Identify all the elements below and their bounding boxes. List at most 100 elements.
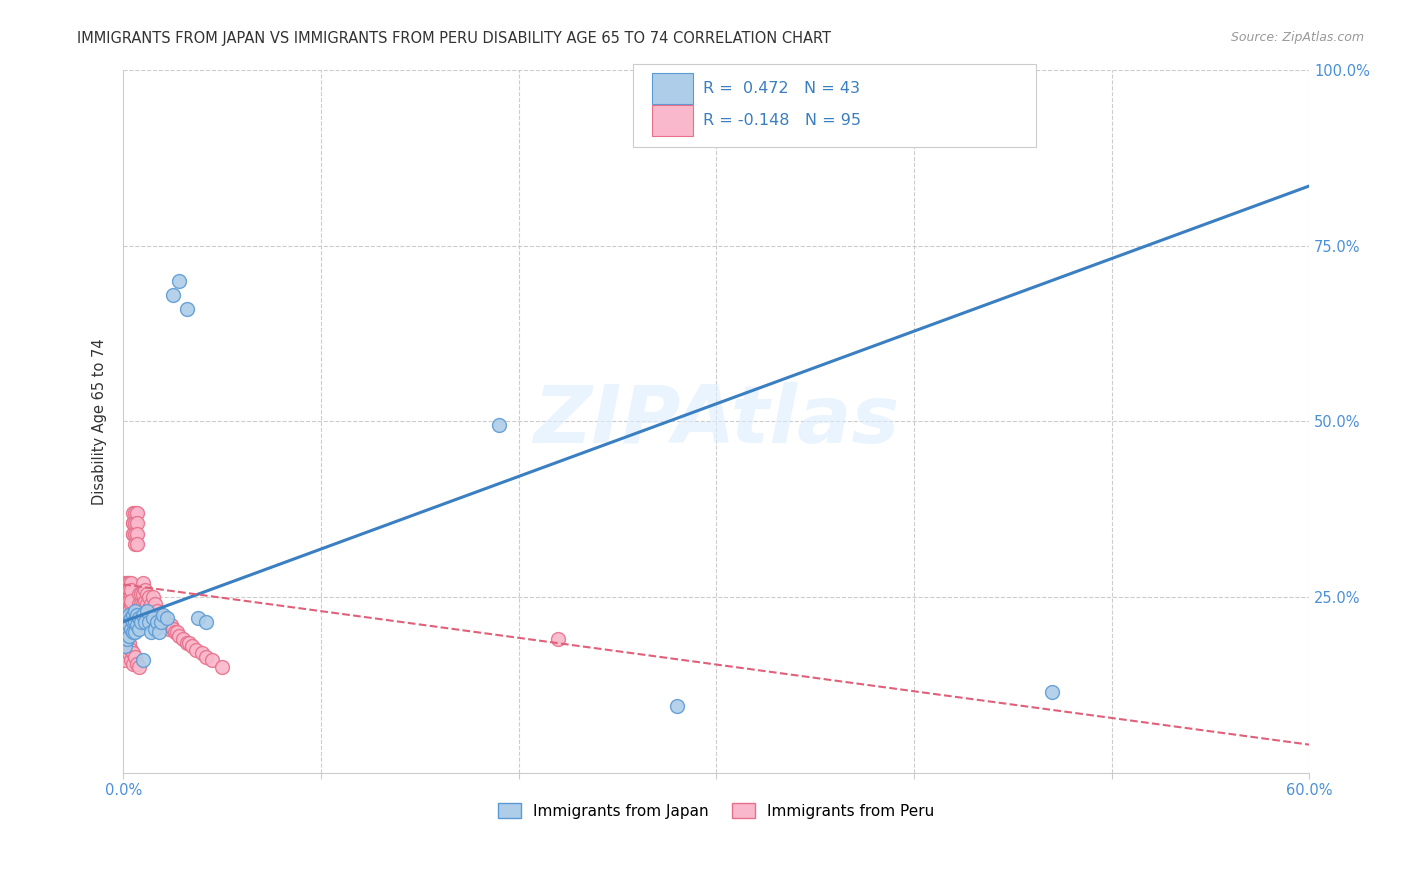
Point xyxy=(136,604,159,618)
Point xyxy=(138,600,160,615)
Point xyxy=(201,653,224,667)
Point xyxy=(195,649,218,664)
Point xyxy=(127,526,149,541)
Point xyxy=(162,288,184,302)
Point xyxy=(127,618,149,632)
Point xyxy=(149,611,172,625)
Point xyxy=(195,615,218,629)
Point xyxy=(132,586,155,600)
Point xyxy=(120,642,142,657)
Text: IMMIGRANTS FROM JAPAN VS IMMIGRANTS FROM PERU DISABILITY AGE 65 TO 74 CORRELATIO: IMMIGRANTS FROM JAPAN VS IMMIGRANTS FROM… xyxy=(77,31,831,46)
Point xyxy=(120,597,142,611)
Point xyxy=(112,590,135,604)
Point xyxy=(114,582,136,597)
Point xyxy=(118,593,141,607)
Point xyxy=(148,625,170,640)
Point xyxy=(181,640,204,654)
Text: Source: ZipAtlas.com: Source: ZipAtlas.com xyxy=(1230,31,1364,45)
Point xyxy=(152,615,174,629)
Point xyxy=(118,618,141,632)
Point xyxy=(114,642,136,657)
Point xyxy=(118,607,141,622)
Point xyxy=(122,526,145,541)
Point xyxy=(118,604,141,618)
Point xyxy=(114,576,136,591)
Legend: Immigrants from Japan, Immigrants from Peru: Immigrants from Japan, Immigrants from P… xyxy=(492,797,941,825)
Point xyxy=(124,526,146,541)
Point xyxy=(148,607,170,622)
Point xyxy=(122,646,145,660)
Point xyxy=(128,660,150,674)
Point xyxy=(159,618,181,632)
Point xyxy=(117,632,139,647)
Point xyxy=(117,629,139,643)
Text: R = -0.148   N = 95: R = -0.148 N = 95 xyxy=(703,113,862,128)
Point xyxy=(122,615,145,629)
Point xyxy=(142,590,165,604)
Point xyxy=(128,611,150,625)
Point xyxy=(120,582,142,597)
Point xyxy=(120,586,142,600)
Point xyxy=(127,537,149,551)
FancyBboxPatch shape xyxy=(633,64,1036,147)
Point xyxy=(139,597,162,611)
FancyBboxPatch shape xyxy=(652,105,693,136)
Point xyxy=(146,604,169,618)
Point xyxy=(129,615,152,629)
Point xyxy=(117,622,139,636)
Point xyxy=(120,611,142,625)
Point xyxy=(166,625,188,640)
Point xyxy=(132,576,155,591)
Point xyxy=(128,622,150,636)
Point xyxy=(132,597,155,611)
Point xyxy=(114,653,136,667)
Point xyxy=(117,640,139,654)
Point xyxy=(120,622,142,636)
Point xyxy=(117,582,139,597)
Point xyxy=(114,632,136,647)
FancyBboxPatch shape xyxy=(652,73,693,103)
Point xyxy=(134,582,156,597)
Point xyxy=(124,615,146,629)
Point xyxy=(129,597,152,611)
Point xyxy=(187,611,209,625)
Point xyxy=(143,597,166,611)
Point xyxy=(488,417,510,432)
Point xyxy=(118,629,141,643)
Point xyxy=(124,604,146,618)
Point xyxy=(162,622,184,636)
Point xyxy=(114,629,136,643)
Point xyxy=(117,597,139,611)
Point xyxy=(117,580,139,594)
Point xyxy=(114,586,136,600)
Point xyxy=(134,615,156,629)
Point xyxy=(156,618,179,632)
Point xyxy=(167,274,190,288)
Text: ZIPAtlas: ZIPAtlas xyxy=(533,383,900,460)
Point xyxy=(153,615,176,629)
Point xyxy=(118,586,141,600)
Point xyxy=(117,576,139,591)
Point xyxy=(176,636,198,650)
Point xyxy=(114,611,136,625)
Point xyxy=(136,597,159,611)
Point xyxy=(122,506,145,520)
Point xyxy=(122,516,145,531)
Point xyxy=(120,576,142,591)
Point xyxy=(117,590,139,604)
Point xyxy=(114,597,136,611)
Point xyxy=(114,604,136,618)
Point xyxy=(136,586,159,600)
Point xyxy=(124,537,146,551)
Point xyxy=(124,649,146,664)
Point xyxy=(665,698,688,713)
Point xyxy=(120,593,142,607)
Point xyxy=(114,640,136,654)
Point xyxy=(118,646,141,660)
Point xyxy=(138,590,160,604)
Point xyxy=(120,653,142,667)
Point xyxy=(547,632,569,647)
Point xyxy=(129,586,152,600)
Point xyxy=(142,611,165,625)
Point xyxy=(139,625,162,640)
